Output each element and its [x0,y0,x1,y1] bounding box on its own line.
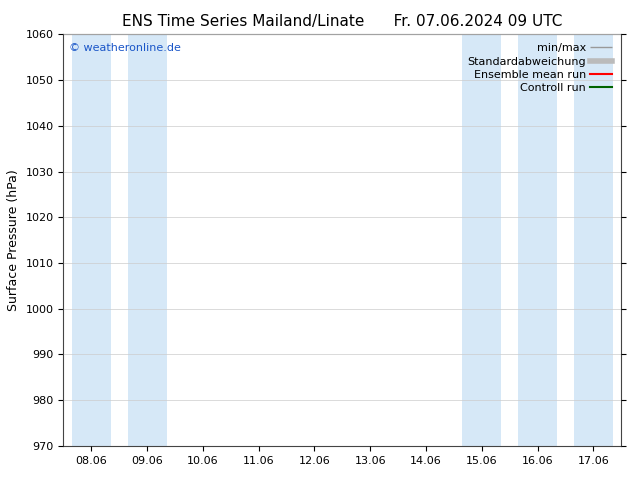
Bar [127,34,167,446]
Y-axis label: Surface Pressure (hPa): Surface Pressure (hPa) [7,169,20,311]
Bar [518,34,557,446]
Title: ENS Time Series Mailand/Linate      Fr. 07.06.2024 09 UTC: ENS Time Series Mailand/Linate Fr. 07.06… [122,14,562,29]
Bar [72,34,111,446]
Legend: min/max, Standardabweichung, Ensemble mean run, Controll run: min/max, Standardabweichung, Ensemble me… [464,40,616,97]
Bar [574,34,613,446]
Bar [462,34,501,446]
Text: © weatheronline.de: © weatheronline.de [69,43,181,52]
